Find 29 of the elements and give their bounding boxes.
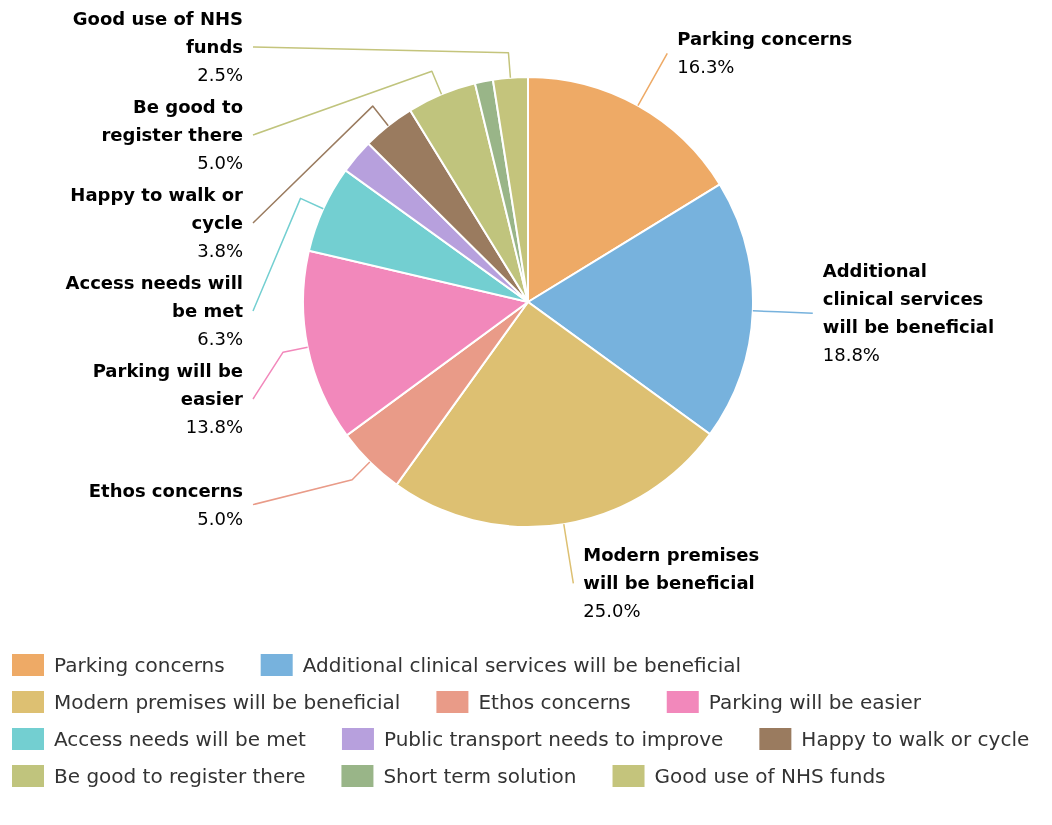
data-label: 2.5% (197, 64, 243, 85)
slice-label: Ethos concerns (88, 479, 243, 501)
data-label: 13.8% (185, 416, 243, 437)
slice-label: Additional clinical services will be beneficial (822, 260, 995, 338)
slice-label: Good use of NHS funds (72, 8, 243, 57)
legend-label: Ethos concerns (478, 690, 631, 714)
data-label: 25.0% (583, 600, 641, 622)
slice-label: Happy to walk or cycle (70, 184, 244, 233)
data-label: 5.0% (197, 152, 243, 173)
slice-label: Parking concerns (677, 28, 853, 50)
legend-label: Parking will be easier (708, 690, 922, 714)
data-label: 16.3% (677, 56, 735, 78)
data-label: 6.3% (197, 328, 243, 349)
legend-label: Access needs will be met (54, 727, 307, 751)
legend-label: Be good to register there (54, 764, 306, 788)
data-label: 18.8% (822, 344, 880, 366)
slice-label: Be good to register there (101, 96, 243, 145)
slice-label: Access needs will be met (65, 272, 244, 321)
legend-label: Modern premises will be beneficial (54, 690, 401, 714)
data-label: 3.8% (197, 240, 243, 261)
legend-label: Additional clinical services will be beneficial (302, 653, 742, 677)
legend-label: Good use of NHS funds (654, 764, 886, 788)
legend-label: Public transport needs to improve (383, 727, 724, 751)
slice-label: Modern premises will be beneficial (583, 544, 760, 594)
slice-label: Parking will be easier (92, 360, 244, 409)
legend-label: Parking concerns (54, 653, 225, 677)
legend-label: Short term solution (383, 764, 577, 788)
data-label: 5.0% (197, 507, 243, 529)
legend-label: Happy to walk or cycle (801, 727, 1030, 751)
